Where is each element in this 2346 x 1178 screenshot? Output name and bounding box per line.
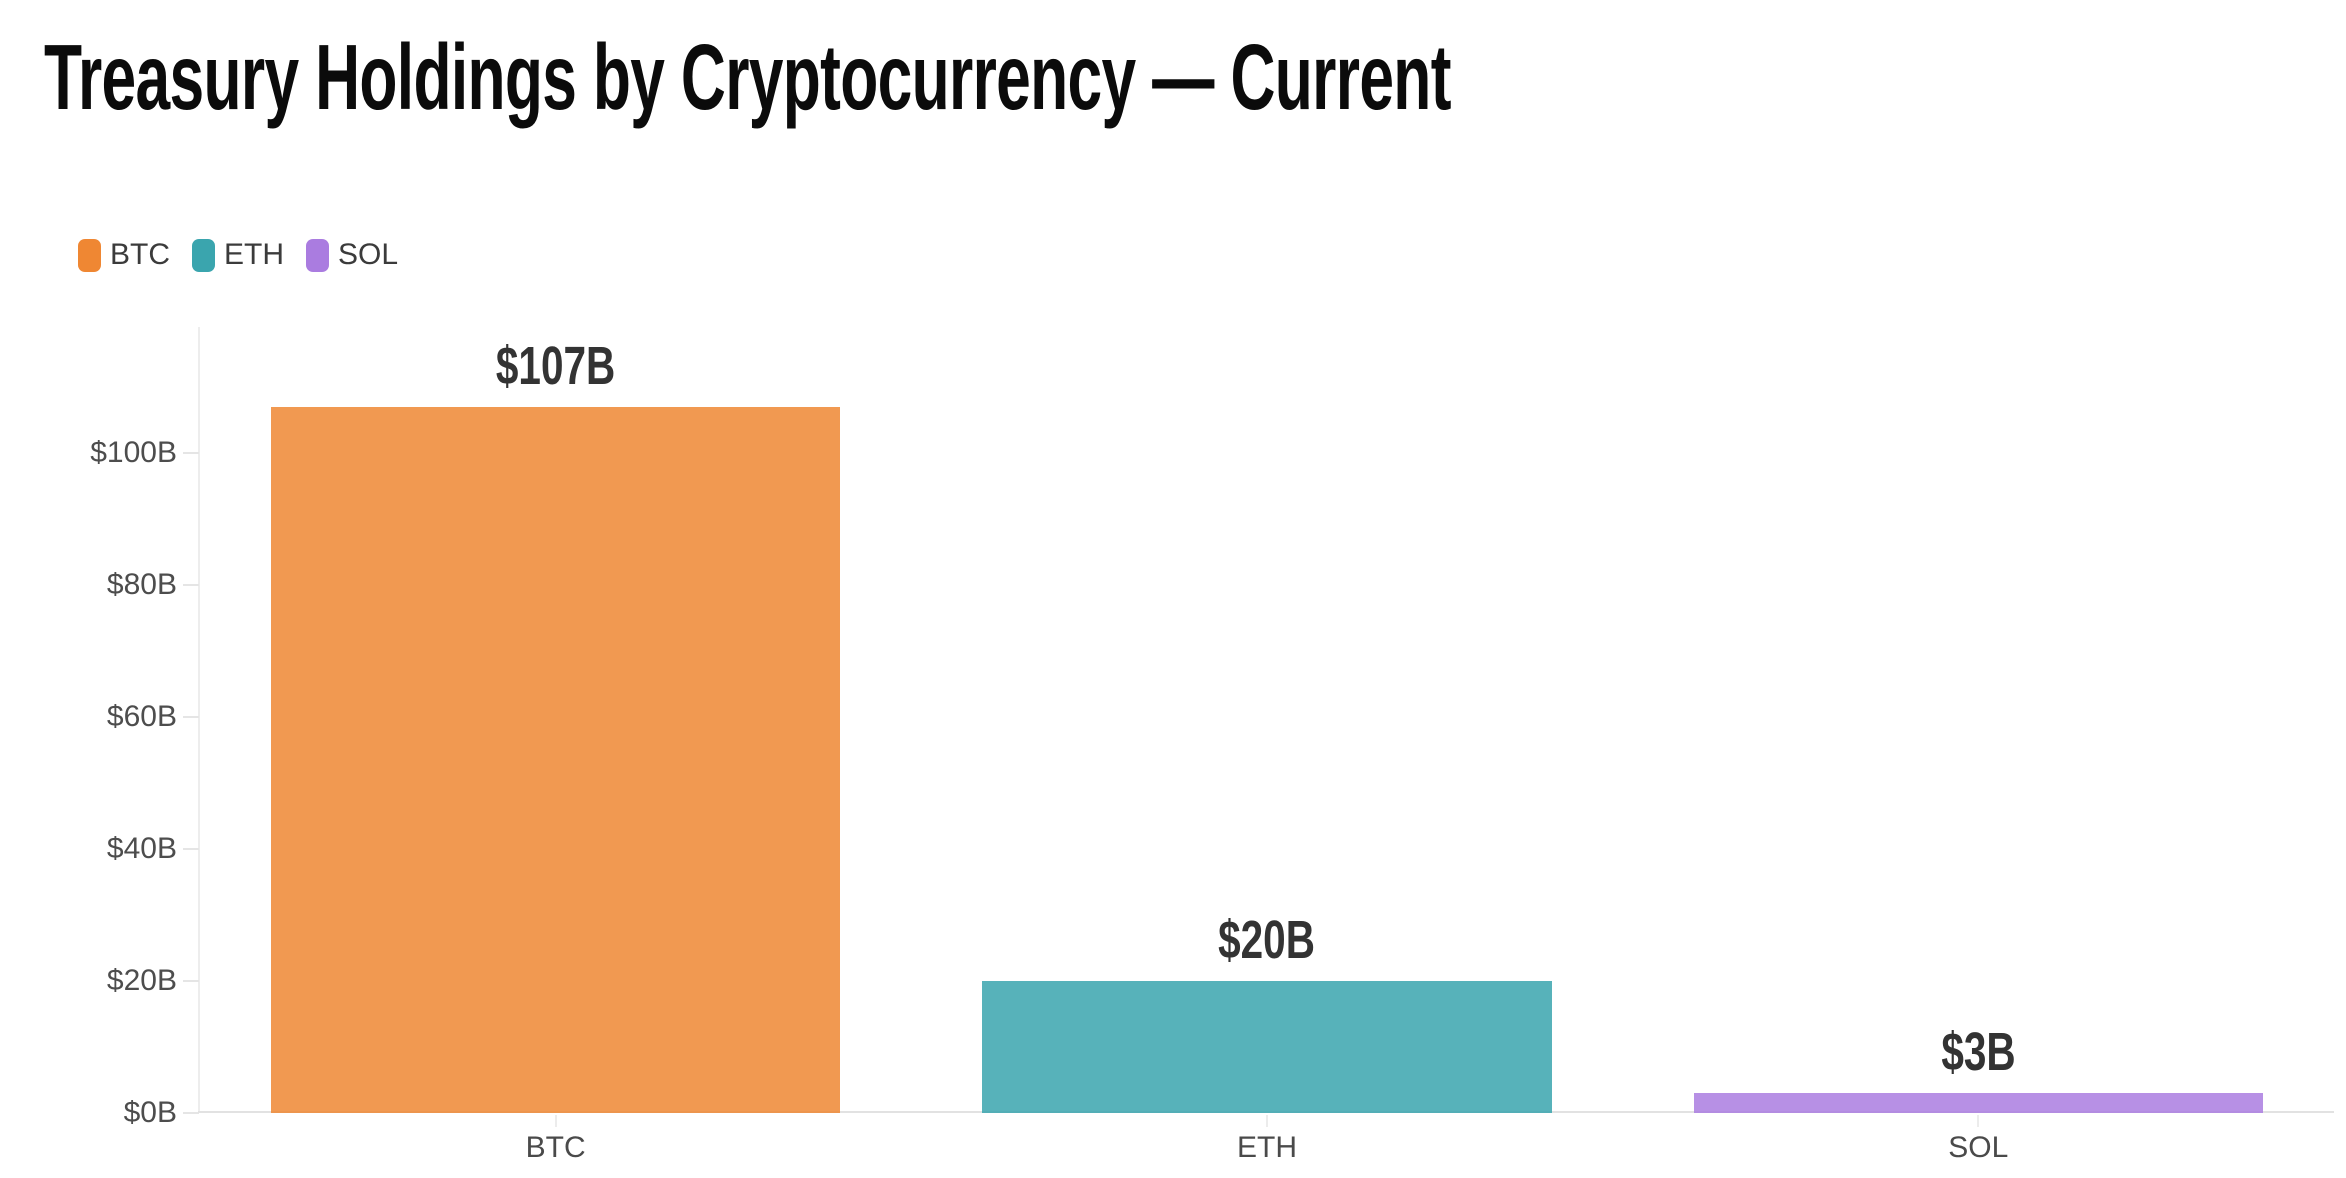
bar-slot-btc: $107B BTC	[200, 327, 911, 1164]
value-label-text: $20B	[1218, 910, 1316, 970]
y-tick-label-100: $100B	[90, 436, 177, 469]
y-tick-label-20: $20B	[106, 964, 177, 997]
y-tick-label-60: $60B	[106, 700, 177, 733]
x-tick-eth	[1265, 1115, 1268, 1127]
legend-label: ETH	[224, 238, 284, 271]
legend-swatch-eth	[192, 238, 215, 272]
value-label-btc: $107B	[200, 339, 911, 393]
y-axis-line	[198, 327, 200, 1113]
y-tick-40	[183, 848, 199, 850]
legend: BTC ETH SOL	[78, 238, 398, 272]
bar-eth	[982, 981, 1552, 1113]
legend-item-eth: ETH	[192, 238, 284, 272]
legend-swatch-sol	[306, 238, 329, 272]
y-tick-0	[183, 1112, 199, 1114]
bar-btc	[271, 406, 841, 1113]
legend-item-btc: BTC	[78, 238, 170, 272]
bar-slot-eth: $20B ETH	[911, 327, 1622, 1164]
bar-chart: $0B $20B $40B $60B $80B $100B $107B BTC $20B ETH…	[0, 327, 2346, 1164]
x-axis-label-eth: ETH	[1236, 1131, 1297, 1164]
value-label-text: $107B	[495, 335, 616, 396]
legend-label: SOL	[338, 238, 399, 271]
legend-label: BTC	[110, 238, 170, 271]
y-tick-20	[183, 980, 199, 982]
chart-title: Treasury Holdings by Cryptocurrency — Cu…	[44, 25, 1451, 129]
plot-area: $107B BTC $20B ETH $3B SOL	[200, 327, 2334, 1164]
x-tick-btc	[554, 1115, 557, 1127]
bar-sol	[1693, 1093, 2263, 1113]
x-axis-label-sol: SOL	[1948, 1131, 2009, 1164]
y-tick-80	[183, 584, 199, 586]
y-tick-label-80: $80B	[106, 568, 177, 601]
legend-swatch-btc	[78, 238, 101, 272]
y-tick-label-40: $40B	[106, 832, 177, 865]
x-axis-label-btc: BTC	[525, 1131, 586, 1164]
x-tick-sol	[1977, 1115, 1980, 1127]
y-tick-100	[183, 452, 199, 454]
legend-item-sol: SOL	[306, 238, 398, 272]
value-label-eth: $20B	[911, 913, 1622, 967]
value-label-text: $3B	[1941, 1022, 2016, 1083]
value-label-sol: $3B	[1623, 1025, 2334, 1079]
y-tick-label-0: $0B	[123, 1096, 177, 1129]
y-tick-60	[183, 716, 199, 718]
bar-slot-sol: $3B SOL	[1623, 327, 2334, 1164]
